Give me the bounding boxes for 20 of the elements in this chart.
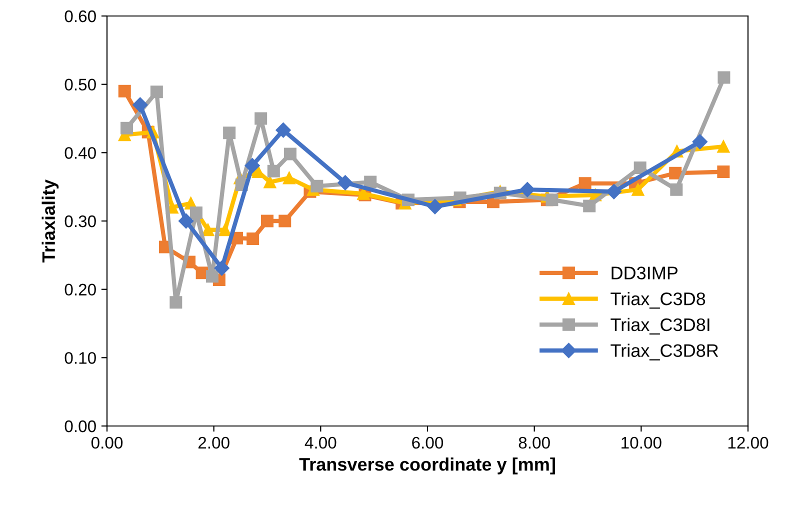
legend-label: DD3IMP xyxy=(612,266,678,280)
x-tick-label: 0.00 xyxy=(91,436,123,449)
legend-label: Triax_C3D8 xyxy=(610,292,706,309)
y-tick-label: 0.50 xyxy=(64,78,96,91)
x-tick-label: 10.00 xyxy=(622,436,662,449)
x-tick-label: 6.00 xyxy=(412,436,444,449)
x-tick-label: 12.00 xyxy=(728,436,768,449)
x-tick-label: 8.00 xyxy=(518,436,550,449)
x-tick-label: 4.00 xyxy=(304,436,336,449)
legend-label: Triax_C3D8I xyxy=(610,318,710,335)
y-tick-label: 0.60 xyxy=(64,10,96,22)
y-tick-label: 0.00 xyxy=(64,420,96,432)
x-tick-label: 2.00 xyxy=(198,436,230,449)
legend-label: Triax_C3D8R xyxy=(610,344,718,360)
y-tick-label: 0.30 xyxy=(64,215,96,228)
y-tick-label: 0.10 xyxy=(64,352,96,364)
y-tick-label: 0.20 xyxy=(64,284,96,296)
x-axis-title: Transverse coordinate y [mm] xyxy=(299,458,555,474)
y-axis-title: Triaxiality xyxy=(42,179,59,262)
y-tick-label: 0.40 xyxy=(64,147,96,159)
